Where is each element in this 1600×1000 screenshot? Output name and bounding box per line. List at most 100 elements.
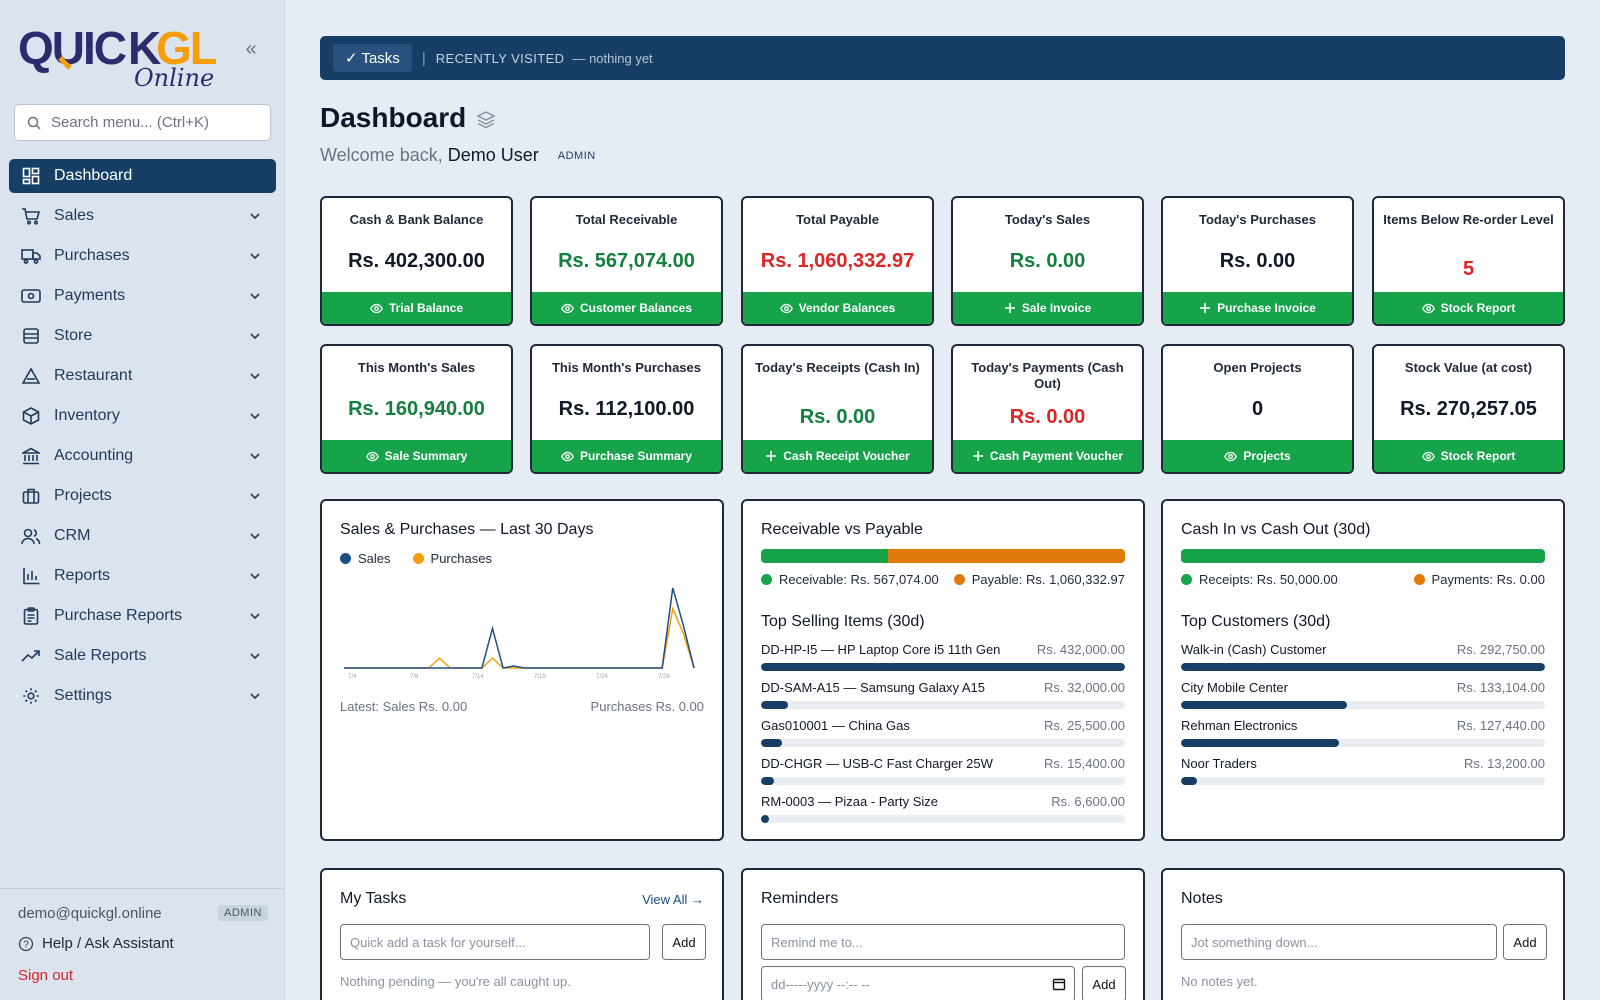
ranked-fill xyxy=(761,663,1125,671)
sidebar-item-accounting[interactable]: Accounting xyxy=(9,439,276,473)
payments-legend: Payments: Rs. 0.00 xyxy=(1413,572,1545,587)
kpi-value: 5 xyxy=(1462,258,1475,280)
legend-sales-dot xyxy=(340,553,351,564)
kpi-action-button[interactable]: Vendor Balances xyxy=(743,292,932,324)
sidebar-footer: demo@quickgl.online ADMIN ? Help / Ask A… xyxy=(0,888,285,1000)
ranked-track xyxy=(761,815,1125,823)
add-task-button[interactable]: Add xyxy=(662,924,706,960)
sidebar-item-sale-reports[interactable]: Sale Reports xyxy=(9,639,276,673)
kpi-action-label: Purchase Summary xyxy=(579,449,693,463)
quickgl-logo[interactable]: QUIC K GL Online xyxy=(16,14,216,90)
ranked-name: Rehman Electronics xyxy=(1181,718,1298,733)
kpi-action-label: Cash Payment Voucher xyxy=(989,449,1124,463)
layers-icon[interactable] xyxy=(475,109,497,131)
bar-chart-icon xyxy=(20,565,42,587)
menu-search[interactable] xyxy=(14,104,271,141)
kpi-action-button[interactable]: Customer Balances xyxy=(532,292,721,324)
menu-search-input[interactable] xyxy=(51,114,270,131)
sidebar-item-dashboard[interactable]: Dashboard xyxy=(9,159,276,193)
sidebar-item-crm[interactable]: CRM xyxy=(9,519,276,553)
note-input[interactable] xyxy=(1181,924,1497,960)
kpi-card: Stock Value (at cost) Rs. 270,257.05 Stock… xyxy=(1372,344,1565,474)
help-link[interactable]: ? Help / Ask Assistant xyxy=(18,935,174,952)
sidebar-item-settings[interactable]: Settings xyxy=(9,679,276,713)
sidebar-item-sales[interactable]: Sales xyxy=(9,199,276,233)
chevron-down-icon xyxy=(250,293,260,300)
sidebar-item-store[interactable]: Store xyxy=(9,319,276,353)
sidebar-item-label: Payments xyxy=(54,287,126,304)
sidebar-item-projects[interactable]: Projects xyxy=(9,479,276,513)
kpi-action-button[interactable]: Sale Summary xyxy=(322,440,511,472)
x-tick-label: 7/29 xyxy=(658,674,670,680)
trend-icon xyxy=(20,645,42,667)
bank-icon xyxy=(20,445,42,467)
add-note-button[interactable]: Add xyxy=(1503,924,1547,960)
welcome-user: Demo User xyxy=(447,145,539,165)
x-tick-label: 7/18 xyxy=(534,674,546,680)
payable-label: Payable: Rs. 1,060,332.97 xyxy=(971,572,1125,587)
kpi-card: Cash & Bank Balance Rs. 402,300.00 Trial B… xyxy=(320,196,513,326)
kpi-action-button[interactable]: Stock Report xyxy=(1374,440,1563,472)
plus-icon xyxy=(765,450,777,462)
panel-title: Cash In vs Cash Out (30d) xyxy=(1181,521,1371,538)
collapse-sidebar-button[interactable]: « xyxy=(245,38,257,60)
ranked-value: Rs. 15,400.00 xyxy=(1044,756,1125,771)
ranked-row: DD-HP-I5 — HP Laptop Core i5 11th Gen Rs.… xyxy=(761,642,1125,678)
kpi-action-button[interactable]: Cash Payment Voucher xyxy=(953,440,1142,472)
calendar-icon[interactable] xyxy=(1052,977,1066,991)
kpi-action-button[interactable]: Stock Report xyxy=(1374,292,1563,324)
kpi-action-button[interactable]: Sale Invoice xyxy=(953,292,1142,324)
sidebar-item-label: Purchase Reports xyxy=(54,607,183,624)
chevron-down-icon xyxy=(250,573,260,580)
sidebar-item-inventory[interactable]: Inventory xyxy=(9,399,276,433)
ranked-value: Rs. 13,200.00 xyxy=(1464,756,1545,771)
ranked-track xyxy=(1181,739,1545,747)
help-icon: ? xyxy=(18,936,34,951)
ranked-name: Walk-in (Cash) Customer xyxy=(1181,642,1327,657)
cash-in-out-panel: Cash In vs Cash Out (30d) Receipts: Rs. … xyxy=(1161,499,1565,841)
panel-title: Receivable vs Payable xyxy=(761,521,923,538)
sidebar-item-payments[interactable]: Payments xyxy=(9,279,276,313)
tasks-button[interactable]: ✓ Tasks xyxy=(333,44,412,72)
ranked-fill xyxy=(761,815,769,823)
sidebar-item-restaurant[interactable]: Restaurant xyxy=(9,359,276,393)
kpi-action-label: Purchase Invoice xyxy=(1217,301,1316,315)
kpi-title: Total Receivable xyxy=(575,212,678,227)
ranked-value: Rs. 25,500.00 xyxy=(1044,718,1125,733)
sidebar-item-purchases[interactable]: Purchases xyxy=(9,239,276,273)
kpi-action-button[interactable]: Trial Balance xyxy=(322,292,511,324)
kpi-action-button[interactable]: Projects xyxy=(1163,440,1352,472)
ranked-row: RM-0003 — Pizaa - Party Size Rs. 6,600.00 xyxy=(761,794,1125,830)
legend-purchases-dot xyxy=(412,553,424,564)
sidebar-item-reports[interactable]: Reports xyxy=(9,559,276,593)
sidebar-nav: Dashboard Sales Purchases Payments Store… xyxy=(9,159,276,719)
kpi-action-button[interactable]: Cash Receipt Voucher xyxy=(743,440,932,472)
add-reminder-button[interactable]: Add xyxy=(1082,966,1126,1000)
sidebar-item-label: Store xyxy=(54,327,93,344)
chevron-down-icon xyxy=(250,693,260,700)
chevron-down-icon xyxy=(250,453,260,460)
chevron-down-icon xyxy=(250,413,260,420)
sidebar-item-purchase-reports[interactable]: Purchase Reports xyxy=(9,599,276,633)
payments-dot xyxy=(1413,574,1425,585)
kpi-title: Today's Receipts (Cash In) xyxy=(755,360,920,375)
ranked-track xyxy=(1181,701,1545,709)
kpi-action-button[interactable]: Purchase Invoice xyxy=(1163,292,1352,324)
chevron-down-icon xyxy=(250,653,260,660)
sign-out-link[interactable]: Sign out xyxy=(18,967,74,984)
sidebar-item-label: Purchases xyxy=(54,247,130,264)
sidebar-item-label: Reports xyxy=(54,567,111,584)
view-all-tasks-link[interactable]: View All → xyxy=(642,892,704,907)
kpi-action-button[interactable]: Purchase Summary xyxy=(532,440,721,472)
ranked-value: Rs. 292,750.00 xyxy=(1456,642,1545,657)
quick-task-input[interactable] xyxy=(340,924,650,960)
sidebar-item-label: CRM xyxy=(54,527,91,544)
reminder-input[interactable] xyxy=(761,924,1125,960)
panel-title: Sales & Purchases — Last 30 Days xyxy=(340,521,594,538)
ranked-value: Rs. 133,104.00 xyxy=(1456,680,1545,695)
chevron-down-icon xyxy=(250,493,260,500)
ranked-track xyxy=(1181,663,1545,671)
sidebar-item-label: Projects xyxy=(54,487,112,504)
users-icon xyxy=(20,525,42,547)
reminder-datetime-input[interactable] xyxy=(761,966,1075,1000)
